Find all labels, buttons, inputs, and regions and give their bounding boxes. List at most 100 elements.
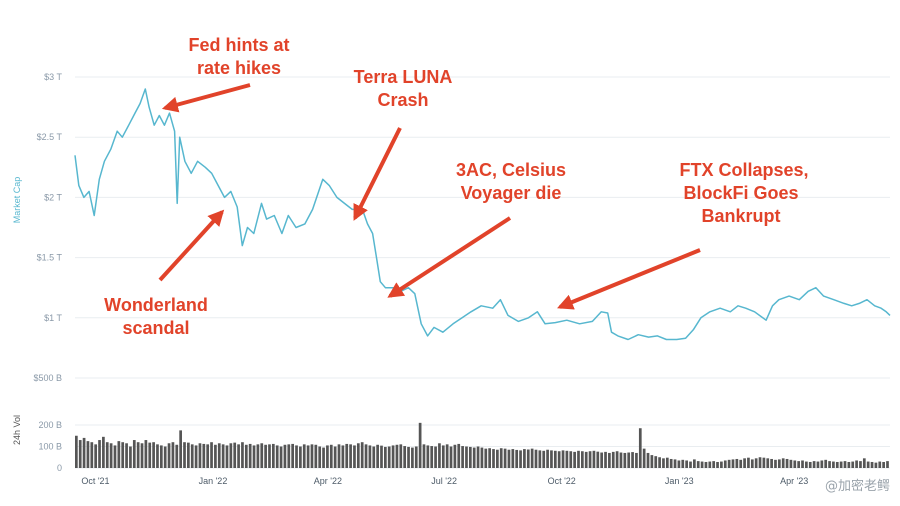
volume-bar (623, 452, 627, 468)
volume-bar (391, 445, 395, 468)
volume-bar (878, 461, 882, 468)
volume-bar (457, 443, 461, 468)
volume-bar (669, 458, 673, 468)
annotation-terra-line-2: Crash (377, 90, 428, 110)
volume-bar (465, 446, 468, 468)
volume-bar (94, 444, 98, 468)
volume-bar (449, 446, 453, 468)
y-tick-label: $1 T (44, 313, 62, 323)
volume-bar (580, 451, 584, 468)
volume-bar (808, 461, 812, 468)
volume-bar (237, 444, 240, 468)
ftx-arrow (557, 248, 701, 310)
volume-bar (766, 458, 770, 468)
volume-bar (102, 436, 105, 468)
volume-bar (874, 462, 878, 468)
volume-bar (210, 442, 213, 468)
volume-bar (662, 458, 665, 468)
volume-bar (295, 445, 298, 468)
volume-bar (109, 443, 113, 468)
x-tick-label: Oct '22 (548, 476, 576, 486)
volume-bar (426, 445, 430, 468)
volume-bar (453, 444, 457, 468)
3ac-arrow (387, 216, 512, 298)
gridlines (75, 76, 890, 379)
volume-bar (271, 443, 275, 468)
volume-bar (306, 445, 310, 468)
x-axis-ticks: Oct '21 Jan '22 Apr '22 Jul '22 Oct '22 Jan '… (81, 476, 808, 486)
volume-bar (299, 446, 302, 468)
volume-bar (380, 445, 383, 468)
volume-bar (577, 450, 580, 468)
volume-bar (98, 440, 101, 468)
volume-bar (866, 461, 870, 468)
volume-bar (82, 437, 86, 468)
volume-bar (677, 460, 681, 468)
volume-bar (302, 444, 306, 468)
volume-bar (526, 449, 530, 468)
x-tick-label: Apr '22 (314, 476, 342, 486)
volume-bar (472, 447, 476, 468)
volume-bar (221, 444, 225, 468)
volume-bar (673, 459, 677, 468)
x-tick-label: Jan '22 (199, 476, 228, 486)
volume-bar (264, 444, 267, 468)
annotation-3ac-line-1: 3AC, Celsius (456, 160, 566, 180)
volume-bar (171, 442, 175, 468)
volume-bar (241, 442, 244, 468)
volume-bar (368, 445, 372, 468)
volume-bar (843, 461, 847, 468)
volume-bar (789, 459, 793, 468)
x-tick-label: Jul '22 (431, 476, 457, 486)
volume-bar (859, 461, 862, 468)
volume-bar (743, 458, 746, 468)
volume-bar (117, 441, 121, 468)
volume-bar (700, 461, 704, 468)
volume-bar (584, 451, 588, 468)
market-cap-line (74, 88, 891, 341)
volume-bar (198, 443, 202, 468)
volume-axis-title: 24h Vol (12, 415, 22, 445)
volume-bar (395, 444, 399, 468)
volume-bar (762, 457, 766, 468)
volume-bar (812, 461, 816, 468)
annotation-ftx-line-2: BlockFi Goes (683, 183, 798, 203)
volume-bar (445, 444, 449, 468)
volume-bar (712, 461, 716, 468)
volume-bar (503, 448, 507, 468)
volume-bar (422, 444, 426, 468)
wonderland-arrow (158, 209, 225, 282)
annotation-wonderland: Wonderland scandal (104, 295, 208, 338)
annotation-terra-line-1: Terra LUNA (354, 67, 453, 87)
volume-bar (758, 457, 762, 468)
volume-bar (665, 457, 669, 468)
volume-bar (407, 446, 410, 468)
x-tick-label: Oct '21 (81, 476, 109, 486)
volume-bar (638, 428, 642, 468)
volume-bar (438, 443, 441, 468)
volume-bar (770, 458, 773, 468)
volume-bar (384, 446, 387, 468)
volume-bar (275, 445, 279, 468)
volume-bar (824, 459, 828, 468)
volume-bar (329, 444, 333, 468)
volume-bar (140, 443, 144, 468)
annotation-ftx: FTX Collapses, BlockFi Goes Bankrupt (679, 160, 808, 226)
volume-bar (310, 444, 314, 468)
volume-bar (86, 441, 90, 468)
volume-bar (125, 443, 128, 468)
volume-bar (727, 459, 731, 468)
volume-bar (194, 445, 198, 468)
volume-bar (279, 446, 283, 468)
volume-bar (685, 460, 688, 468)
volume-bar (156, 444, 159, 468)
annotation-fed-line-2: rate hikes (197, 58, 281, 78)
volume-bar (615, 451, 619, 468)
volume-bar (777, 459, 781, 468)
volume-bar (801, 460, 804, 468)
volume-bar (167, 443, 171, 468)
volume-bar (248, 443, 252, 468)
volume-y-tick-label: 100 B (38, 442, 62, 452)
volume-bar (839, 461, 843, 468)
